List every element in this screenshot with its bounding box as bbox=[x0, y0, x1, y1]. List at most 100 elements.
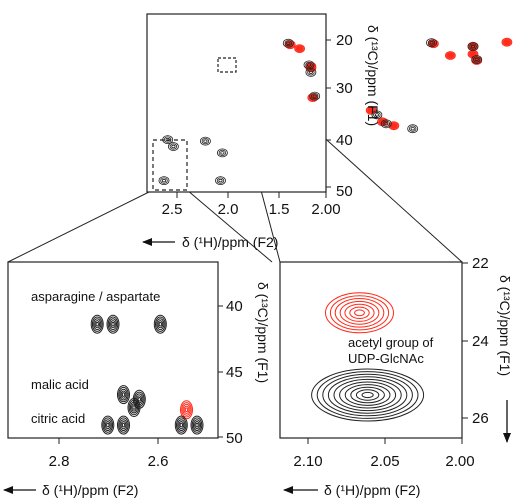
peak-contour bbox=[307, 69, 315, 76]
annotation-citric-acid: citric acid bbox=[31, 411, 85, 426]
main-y-tick-50: 50 bbox=[336, 183, 353, 200]
peak-contour bbox=[282, 38, 294, 48]
peak-contour bbox=[137, 397, 142, 402]
peak-contour bbox=[470, 44, 476, 49]
right-inset-peaks bbox=[311, 292, 425, 422]
peak-contour bbox=[218, 178, 223, 183]
peak-contour bbox=[192, 419, 202, 432]
peak-contour bbox=[309, 91, 321, 101]
annotation-malic-acid: malic acid bbox=[31, 377, 89, 392]
right-y-tick-22: 22 bbox=[472, 255, 489, 272]
peak-contour bbox=[160, 177, 168, 184]
peak-contour bbox=[474, 57, 479, 62]
peak-contour bbox=[391, 123, 396, 128]
peak-contour bbox=[120, 390, 127, 399]
peak-contour bbox=[178, 421, 185, 430]
main-x-axis: 2.5 2.0 1.5 2.00 δ (¹H)/ppm (F2) bbox=[142, 192, 341, 250]
peak-contour bbox=[429, 41, 434, 45]
peak-contour bbox=[177, 419, 186, 432]
peak-contour bbox=[380, 119, 392, 129]
peak-contour bbox=[306, 63, 312, 67]
peak-contour bbox=[470, 52, 476, 56]
peak-contour bbox=[311, 93, 319, 100]
peak-contour bbox=[349, 306, 370, 319]
main-y-tick-40: 40 bbox=[336, 132, 353, 149]
peak-contour bbox=[121, 422, 126, 428]
main-x-axis-label: δ (¹H)/ppm (F2) bbox=[182, 234, 278, 250]
right-y-tick-26: 26 bbox=[472, 410, 489, 427]
peak-contour bbox=[174, 415, 188, 435]
left-inset-panel: asparagine / aspartate malic acid citric… bbox=[3, 261, 271, 498]
main-peaks bbox=[158, 37, 513, 186]
peak-contour bbox=[91, 316, 103, 332]
peak-contour bbox=[308, 70, 313, 74]
peak-contour bbox=[305, 67, 317, 77]
peak-contour bbox=[106, 314, 120, 334]
peak-contour bbox=[119, 388, 128, 401]
peak-contour bbox=[344, 303, 375, 322]
peak-contour bbox=[504, 40, 509, 44]
peak-contour bbox=[131, 403, 137, 412]
left-y-tick-45: 45 bbox=[226, 364, 243, 381]
peak-contour bbox=[95, 321, 99, 327]
peak-contour bbox=[132, 405, 136, 410]
peak-contour bbox=[110, 320, 116, 329]
peak-contour bbox=[334, 298, 385, 328]
peak-contour bbox=[181, 402, 192, 418]
peak-contour bbox=[203, 139, 208, 143]
right-y-axis-label: δ (¹³C)/ppm (F1) bbox=[497, 275, 513, 376]
peak-contour bbox=[153, 314, 167, 334]
main-spectrum-panel: 2.5 2.0 1.5 2.00 δ (¹H)/ppm (F2) 20 30 4… bbox=[142, 13, 513, 250]
peak-contour bbox=[467, 42, 479, 51]
peak-contour bbox=[94, 320, 101, 329]
main-y-axis-label: δ (¹³C)/ppm (F1) bbox=[365, 25, 381, 126]
peak-contour bbox=[184, 407, 189, 413]
peak-contour bbox=[382, 120, 390, 127]
peak-contour bbox=[329, 295, 390, 331]
main-y-tick-30: 30 bbox=[336, 80, 353, 97]
left-x-axis: 2.8 2.6 δ (¹H)/ppm (F2) bbox=[3, 438, 168, 498]
zoom-box-amino-acids bbox=[152, 139, 188, 191]
right-x-axis-label: δ (¹H)/ppm (F2) bbox=[324, 482, 420, 498]
peak-contour bbox=[127, 398, 141, 417]
left-y-tick-50: 50 bbox=[226, 430, 243, 447]
peak-contour bbox=[327, 376, 408, 414]
peak-contour bbox=[339, 381, 397, 409]
left-y-tick-40: 40 bbox=[226, 298, 243, 315]
annotation-asparagine-aspartate: asparagine / aspartate bbox=[31, 289, 160, 304]
left-x-tick-2.8: 2.8 bbox=[49, 453, 70, 470]
peak-contour bbox=[312, 94, 317, 98]
main-x-tick-2.5: 2.5 bbox=[162, 201, 183, 218]
peak-contour bbox=[369, 108, 374, 113]
peak-contour bbox=[101, 415, 115, 435]
peak-contour bbox=[134, 391, 145, 407]
peak-contour bbox=[121, 392, 126, 397]
peak-contour bbox=[155, 316, 166, 332]
peak-contour bbox=[354, 309, 365, 317]
peak-contour bbox=[120, 421, 127, 430]
peak-contour bbox=[90, 314, 104, 334]
peak-contour bbox=[182, 403, 191, 416]
main-x-tick-2.00: 2.00 bbox=[311, 201, 340, 218]
right-x-tick-2.10: 2.10 bbox=[293, 453, 322, 470]
peak-contour bbox=[117, 415, 130, 435]
peak-contour bbox=[297, 46, 302, 51]
left-inset-peaks bbox=[90, 314, 204, 435]
peak-contour bbox=[384, 122, 389, 126]
right-x-axis: 2.10 2.05 2.00 δ (¹H)/ppm (F2) bbox=[283, 438, 475, 498]
main-y-axis: 20 30 40 50 δ (¹³C)/ppm (F1) bbox=[326, 25, 381, 200]
peak-contour bbox=[132, 389, 146, 409]
peak-contour bbox=[191, 417, 203, 433]
peak-contour bbox=[407, 124, 419, 134]
peak-contour bbox=[448, 53, 453, 58]
left-y-axis: 40 45 50 δ (¹³C)/ppm (F1) bbox=[218, 282, 271, 447]
peak-contour bbox=[344, 384, 391, 406]
right-x-tick-2.05: 2.05 bbox=[370, 453, 399, 470]
peak-contour bbox=[190, 415, 204, 435]
right-y-tick-24: 24 bbox=[472, 333, 489, 350]
right-x-tick-2.00: 2.00 bbox=[445, 453, 474, 470]
peak-contour bbox=[103, 419, 112, 432]
peak-contour bbox=[183, 405, 190, 414]
peak-contour bbox=[158, 176, 170, 186]
